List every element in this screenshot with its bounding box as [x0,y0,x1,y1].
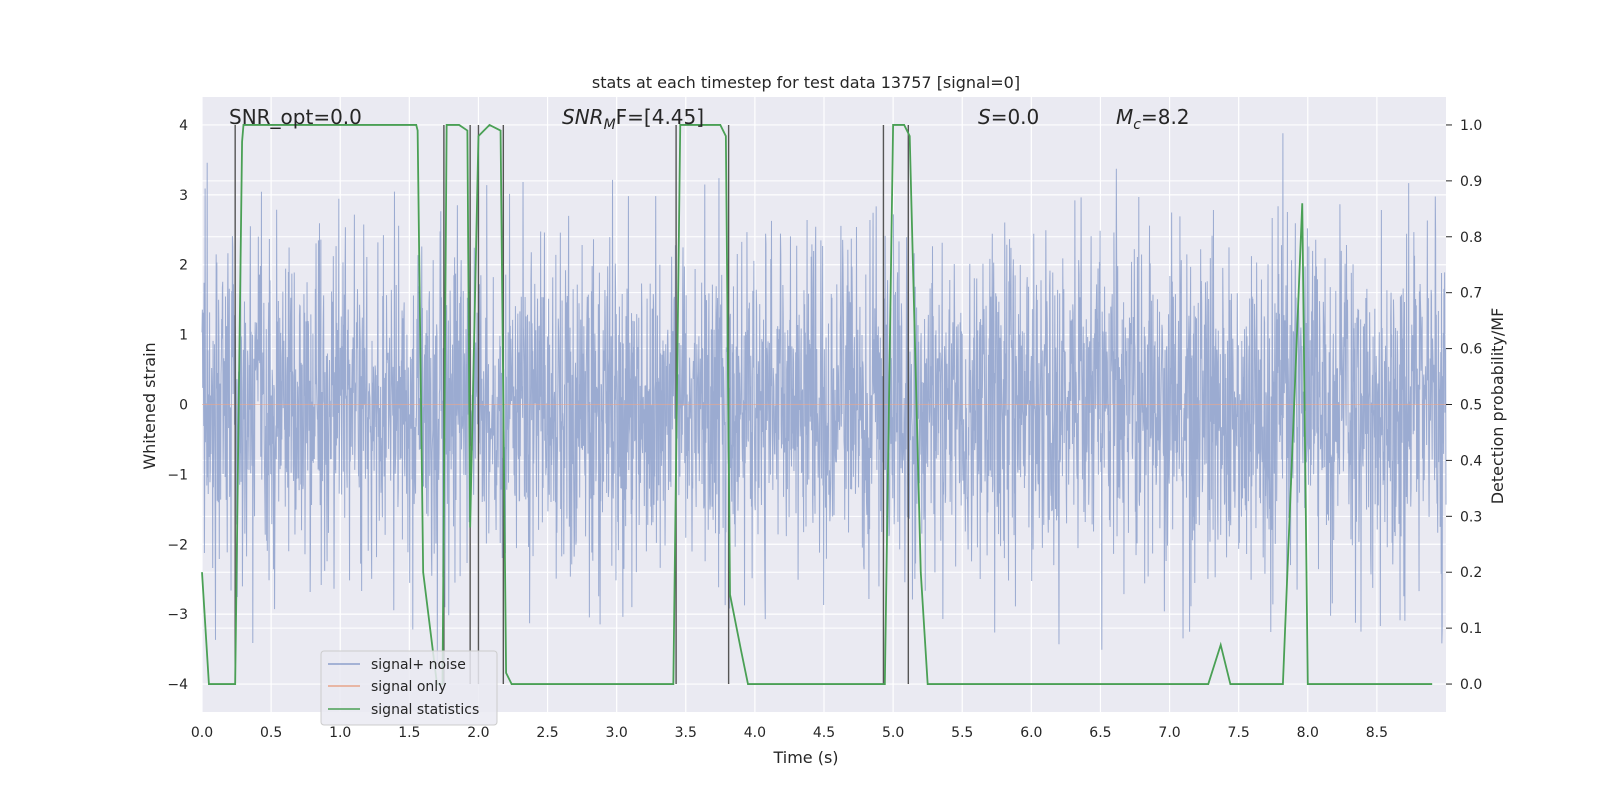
y-left-tick-label: 3 [179,188,188,204]
y-left-tick-label: −2 [167,537,188,553]
y-right-axis-ticks: 0.0 0.1 0.2 0.3 0.4 0.5 0.6 0.7 0.8 0.9 1.0 [1446,118,1482,693]
y-right-axis-label: Detection probability/MF [1488,308,1507,505]
x-tick-label: 2.0 [467,725,489,741]
y-left-axis-label: Whitened strain [140,342,159,469]
x-tick-label: 7.0 [1158,725,1180,741]
x-tick-label: 0.5 [260,725,282,741]
y-left-axis-ticks: −4 −3 −2 −1 0 1 2 3 4 [167,118,188,693]
y-right-tick-label: 0.9 [1460,174,1482,190]
x-tick-label: 7.5 [1228,725,1250,741]
y-right-tick-label: 1.0 [1460,118,1482,134]
chart: 0.0 0.5 1.0 1.5 2.0 2.5 3.0 3.5 4.0 4.5 5.0 5.5 6.0 6… [0,0,1600,800]
annotation-s: S=0.0 [978,105,1039,129]
x-tick-label: 8.5 [1366,725,1388,741]
x-tick-label: 3.5 [675,725,697,741]
y-left-tick-label: 4 [179,118,188,134]
y-right-tick-label: 0.0 [1460,677,1482,693]
legend-label-signal-only: signal only [371,679,446,695]
y-left-tick-label: 1 [179,328,188,344]
x-tick-label: 0.0 [191,725,213,741]
y-left-tick-label: 0 [179,398,188,414]
x-tick-label: 6.0 [1020,725,1042,741]
y-right-tick-label: 0.3 [1460,509,1482,525]
x-axis-ticks: 0.0 0.5 1.0 1.5 2.0 2.5 3.0 3.5 4.0 4.5 5.0 5.5 6.0 6… [191,725,1388,741]
y-right-tick-label: 0.5 [1460,398,1482,414]
chart-title: stats at each timestep for test data 137… [592,73,1020,92]
x-tick-label: 4.0 [744,725,766,741]
legend-label-signal-noise: signal+ noise [371,657,466,673]
legend-label-signal-statistics: signal statistics [371,702,479,718]
x-tick-label: 3.0 [606,725,628,741]
y-left-tick-label: −4 [167,677,188,693]
y-left-tick-label: −3 [167,607,188,623]
y-left-tick-label: −1 [167,467,188,483]
y-left-tick-label: 2 [179,258,188,274]
x-tick-label: 5.0 [882,725,904,741]
x-tick-label: 1.5 [398,725,420,741]
x-tick-label: 4.5 [813,725,835,741]
y-right-tick-label: 0.6 [1460,342,1482,358]
y-right-tick-label: 0.8 [1460,230,1482,246]
annotation-snr-opt: SNR_opt=0.0 [229,105,362,129]
x-tick-label: 6.5 [1089,725,1111,741]
y-right-tick-label: 0.2 [1460,565,1482,581]
annotation-mc: Mc=8.2 [1116,105,1190,133]
y-right-tick-label: 0.7 [1460,286,1482,302]
legend: signal+ noise signal only signal statist… [321,651,497,725]
x-tick-label: 5.5 [951,725,973,741]
x-axis-label: Time (s) [772,748,838,767]
y-right-tick-label: 0.4 [1460,453,1482,469]
x-tick-label: 2.5 [536,725,558,741]
annotation-snr-mf: SNRMF=[4.45] [562,105,704,133]
x-tick-label: 8.0 [1297,725,1319,741]
x-tick-label: 1.0 [329,725,351,741]
y-right-tick-label: 0.1 [1460,621,1482,637]
